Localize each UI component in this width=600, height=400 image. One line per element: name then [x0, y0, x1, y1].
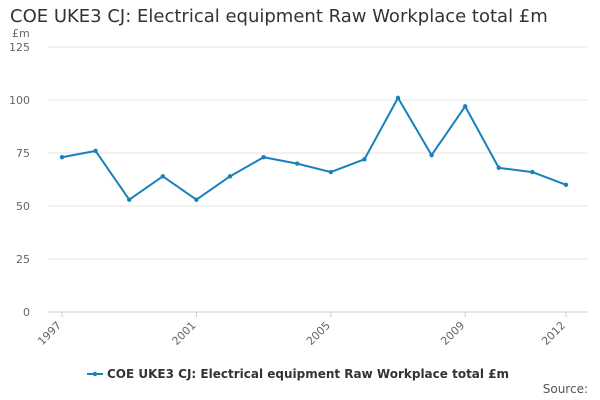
x-tick-label: 2012: [539, 319, 568, 348]
x-tick-label: 1997: [35, 319, 64, 348]
chart-title: COE UKE3 CJ: Electrical equipment Raw Wo…: [10, 6, 548, 27]
data-point[interactable]: [160, 174, 165, 179]
y-tick-label: 100: [9, 94, 30, 107]
y-axis-ticks: 0 25 50 75 100 125: [9, 41, 30, 319]
data-point[interactable]: [530, 169, 535, 175]
data-point[interactable]: [295, 161, 300, 166]
x-tick-label: 2001: [170, 319, 199, 348]
data-point[interactable]: [127, 197, 132, 202]
data-point[interactable]: [463, 104, 468, 109]
data-point[interactable]: [261, 155, 266, 160]
series-line: [61, 96, 567, 201]
data-point[interactable]: [59, 155, 65, 160]
data-point[interactable]: [395, 95, 401, 101]
data-point[interactable]: [563, 182, 569, 187]
data-point[interactable]: [93, 148, 98, 154]
legend-marker: [92, 371, 98, 377]
y-tick-label: 50: [16, 200, 30, 213]
source-label: Source:: [542, 382, 588, 396]
legend[interactable]: COE UKE3 CJ: Electrical equipment Raw Wo…: [87, 367, 509, 381]
data-point[interactable]: [194, 197, 199, 202]
y-tick-label: 125: [9, 41, 30, 54]
x-tick-label: 2005: [304, 319, 333, 348]
y-tick-label: 0: [23, 306, 30, 319]
y-axis-unit: £m: [12, 27, 30, 40]
data-point[interactable]: [429, 152, 434, 158]
data-point[interactable]: [227, 174, 233, 179]
series-layer: [59, 95, 569, 202]
x-axis-ticks: 1997 2001 2005 2009 2012: [35, 312, 568, 348]
data-point[interactable]: [328, 169, 333, 175]
y-tick-label: 75: [16, 147, 30, 160]
data-point[interactable]: [496, 165, 501, 171]
grid-lines: [48, 46, 588, 313]
data-point[interactable]: [362, 157, 367, 162]
x-tick-label: 2009: [438, 319, 467, 348]
y-tick-label: 25: [16, 253, 30, 266]
legend-label: COE UKE3 CJ: Electrical equipment Raw Wo…: [107, 367, 509, 381]
